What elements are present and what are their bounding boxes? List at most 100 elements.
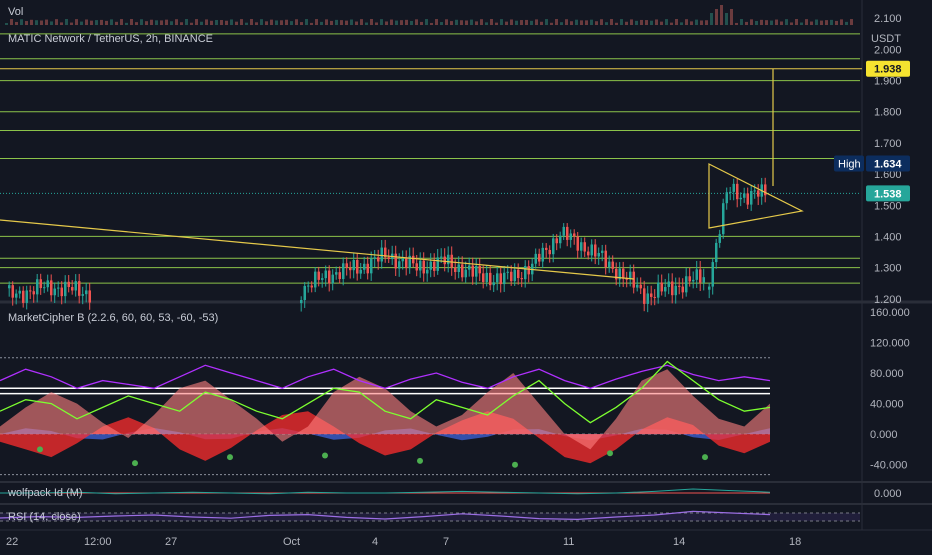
symbol-title[interactable]: MATIC Network / TetherUS, 2h, BINANCE: [8, 33, 213, 45]
mc-tick-label: 0.000: [870, 429, 898, 441]
candle-body: [639, 284, 642, 289]
candle-body: [345, 263, 348, 268]
price-tick-label: 1.200: [874, 294, 902, 306]
volume-bar: [220, 20, 223, 25]
volume-bar: [760, 19, 763, 25]
volume-bar: [705, 20, 708, 25]
currency-label[interactable]: USDT: [871, 33, 901, 45]
volume-bar: [770, 20, 773, 25]
rsi-title[interactable]: RSI (14, close): [8, 511, 81, 523]
candle-body: [764, 184, 767, 196]
candle-body: [492, 282, 495, 286]
price-axis[interactable]: 2.100 2.000 1.900 1.800 1.700 1.600 1.500 1.400…: [874, 13, 902, 306]
candle-body: [419, 260, 422, 271]
candle-body: [50, 280, 53, 296]
volume-bar: [790, 22, 793, 25]
volume-bar: [480, 19, 483, 25]
candle-body: [729, 191, 732, 193]
volume-bar: [395, 20, 398, 25]
volume-bar: [60, 22, 63, 25]
volume-bar: [500, 19, 503, 25]
candle-body: [496, 273, 499, 283]
volume-bar: [570, 21, 573, 25]
wolfpack-title[interactable]: wolfpack Id (M): [8, 487, 83, 499]
candle-body: [321, 278, 324, 280]
volume-bar: [710, 13, 713, 25]
candle-body: [499, 273, 502, 285]
candle-body: [485, 272, 488, 282]
volume-bar: [475, 21, 478, 25]
volume-bar: [145, 21, 148, 25]
marketcipher-pane: [0, 357, 771, 476]
volume-bar: [545, 19, 548, 25]
candle-body: [517, 269, 520, 279]
candle-body: [732, 183, 735, 192]
candle-body: [328, 270, 331, 284]
volume-bar: [745, 21, 748, 25]
volume-bar: [470, 19, 473, 25]
candle-body: [57, 287, 60, 289]
symmetrical-triangle[interactable]: [708, 163, 804, 229]
candle-body: [71, 287, 74, 291]
volume-bar: [270, 19, 273, 25]
volume-bar: [555, 19, 558, 25]
candle-body: [594, 244, 597, 257]
candle-body: [545, 247, 548, 250]
candle-body: [43, 287, 46, 289]
descending-trendline[interactable]: [0, 219, 635, 280]
volume-bar: [450, 21, 453, 25]
volume-bar: [685, 19, 688, 25]
candle-body: [757, 190, 760, 197]
volume-bar: [810, 21, 813, 25]
candle-body: [681, 286, 684, 293]
volume-bar: [420, 21, 423, 25]
marketcipher-axis[interactable]: 160.000 120.000 80.000 40.000 0.000 -40.000: [870, 307, 910, 472]
candle-body: [629, 271, 632, 280]
time-axis[interactable]: 22 12:00 27 Oct 4 7 11 14 18: [6, 536, 801, 548]
volume-bar: [505, 21, 508, 25]
price-label-text: 1.634: [874, 158, 902, 170]
price-tick-label: 1.400: [874, 231, 902, 243]
candle-body: [653, 296, 656, 298]
candle-body: [510, 271, 513, 282]
rsi-line: [0, 510, 771, 521]
candle-body: [608, 261, 611, 268]
volume-bar: [465, 20, 468, 25]
volume-bar: [645, 20, 648, 25]
volume-bar: [600, 19, 603, 25]
candle-body: [580, 242, 583, 251]
volume-bar: [785, 19, 788, 25]
mc-tick-label: 160.000: [870, 307, 910, 319]
candle-body: [415, 263, 418, 271]
drawings[interactable]: [0, 68, 862, 280]
volume-bar: [340, 20, 343, 25]
marketcipher-title[interactable]: MarketCipher B (2.2.6, 60, 60, 53, -60, …: [8, 312, 219, 324]
candle-body: [576, 236, 579, 251]
volume-bar: [840, 19, 843, 25]
rsi-band: [0, 513, 860, 521]
candle-body: [317, 271, 320, 280]
volume-bar: [535, 19, 538, 25]
volume-bar: [445, 19, 448, 25]
candle-body: [538, 253, 541, 262]
price-label-tag: [866, 155, 910, 172]
volume-bar: [660, 21, 663, 25]
volume-bar: [190, 22, 193, 25]
volume-bar: [320, 21, 323, 25]
volume-bar: [80, 21, 83, 25]
volume-bar: [185, 19, 188, 25]
candle-body: [352, 259, 355, 271]
candle-body: [18, 290, 21, 294]
volume-bar: [455, 19, 458, 25]
candle-body: [384, 247, 387, 258]
candle-body: [11, 285, 14, 298]
volume-bar: [440, 22, 443, 25]
candle-body: [583, 242, 586, 252]
candle-body: [412, 255, 415, 264]
volume-bar: [210, 20, 213, 25]
volume-bar: [160, 20, 163, 25]
volume-label: Vol: [8, 6, 24, 18]
candle-body: [746, 193, 749, 205]
volume-bar: [175, 19, 178, 25]
